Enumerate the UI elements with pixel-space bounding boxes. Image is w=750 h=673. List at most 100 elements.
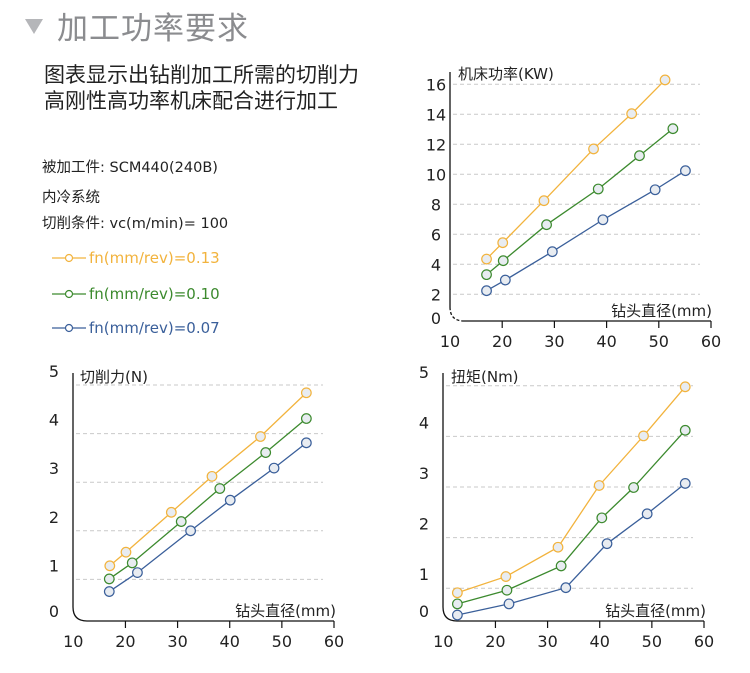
data-point bbox=[300, 437, 312, 449]
x-axis-label: 钻头直径(mm) bbox=[235, 602, 336, 620]
y-tick-label: 2 bbox=[431, 285, 441, 304]
y-tick-label: 10 bbox=[426, 165, 446, 184]
cutting-condition-text: 切削条件: vc(m/min)= 100 bbox=[42, 216, 229, 232]
data-point bbox=[500, 571, 512, 582]
data-point bbox=[103, 573, 115, 585]
data-point bbox=[679, 381, 691, 393]
description-line-2: 高刚性高功率机床配合进行加工 bbox=[44, 89, 338, 113]
x-tick-label: 10 bbox=[433, 632, 453, 651]
series-line bbox=[457, 386, 686, 594]
x-tick-label: 40 bbox=[590, 632, 610, 651]
axis-corner bbox=[442, 606, 458, 622]
axis-corner bbox=[449, 306, 465, 322]
description: 图表显示出钻削加工所需的切削力 高刚性高功率机床配合进行加工 bbox=[44, 62, 359, 114]
data-point bbox=[103, 586, 115, 597]
legend-item-0.10: fn(mm/rev)=0.10 bbox=[52, 285, 220, 303]
y-tick-label: 12 bbox=[426, 135, 446, 154]
data-point bbox=[126, 557, 138, 569]
x-tick-label: 10 bbox=[440, 332, 460, 351]
data-point bbox=[659, 74, 671, 86]
data-point bbox=[592, 183, 604, 195]
triangle-down-icon bbox=[25, 18, 43, 34]
y-tick-label: 1 bbox=[419, 565, 429, 584]
y-tick-label: 4 bbox=[419, 413, 429, 432]
y-tick-label: 5 bbox=[419, 363, 429, 382]
x-tick-label: 40 bbox=[596, 332, 616, 351]
data-point bbox=[638, 430, 649, 442]
series-line bbox=[457, 482, 686, 616]
data-point bbox=[260, 447, 272, 458]
data-point bbox=[175, 516, 187, 527]
data-point bbox=[481, 253, 492, 265]
data-point bbox=[481, 285, 492, 297]
data-point bbox=[593, 480, 605, 491]
data-point bbox=[451, 598, 463, 610]
legend-item-0.13: fn(mm/rev)=0.13 bbox=[52, 249, 220, 267]
data-point bbox=[634, 150, 645, 162]
workpiece-text: 被加工件: SCM440(240B) bbox=[42, 160, 218, 176]
data-point bbox=[300, 387, 312, 399]
data-point bbox=[601, 538, 613, 550]
chart-2: 0 1 2 3 4 5 10 20 30 40 50 60 切削力(N) 钻头直径(mm) bbox=[49, 362, 344, 651]
data-point bbox=[120, 546, 132, 558]
x-tick-label: 60 bbox=[324, 632, 344, 651]
section-header: 加工功率要求 bbox=[25, 2, 249, 48]
legend-marker-icon bbox=[52, 253, 86, 263]
legend-item-0.07: fn(mm/rev)=0.07 bbox=[52, 319, 220, 337]
data-point bbox=[497, 237, 509, 249]
data-point bbox=[649, 184, 661, 196]
y-axis-label: 扭矩(Nm) bbox=[451, 368, 519, 386]
data-point bbox=[300, 413, 312, 424]
legend-label: fn(mm/rev)=0.07 bbox=[89, 319, 220, 337]
y-tick-label: 3 bbox=[49, 459, 59, 478]
data-point bbox=[104, 560, 116, 572]
data-point bbox=[552, 541, 564, 553]
data-point bbox=[481, 269, 492, 281]
x-tick-label: 40 bbox=[220, 632, 240, 651]
x-tick-label: 50 bbox=[649, 332, 669, 351]
y-tick-label: 6 bbox=[431, 225, 441, 244]
x-tick-label: 30 bbox=[167, 632, 187, 651]
y-tick-label: 14 bbox=[426, 105, 446, 124]
y-axis-label: 机床功率(KW) bbox=[458, 65, 554, 83]
data-point bbox=[679, 478, 691, 489]
data-point bbox=[224, 494, 236, 506]
description-line-1: 图表显示出钻削加工所需的切削力 bbox=[44, 63, 359, 87]
data-point bbox=[538, 195, 550, 207]
section-title: 加工功率要求 bbox=[57, 10, 249, 47]
data-point bbox=[641, 508, 653, 520]
data-point bbox=[626, 108, 638, 120]
coolant-text: 内冷系统 bbox=[42, 190, 100, 206]
data-point bbox=[628, 482, 640, 493]
data-point bbox=[596, 512, 608, 524]
data-point bbox=[451, 609, 463, 621]
y-tick-label: 0 bbox=[419, 602, 429, 621]
x-tick-label: 30 bbox=[537, 632, 557, 651]
data-point bbox=[268, 462, 280, 474]
y-tick-label: 2 bbox=[49, 508, 59, 527]
series-line bbox=[486, 128, 674, 276]
data-point bbox=[680, 165, 691, 177]
y-tick-label: 4 bbox=[431, 255, 441, 274]
data-point bbox=[679, 424, 691, 436]
data-point bbox=[541, 219, 552, 231]
x-tick-label: 50 bbox=[272, 632, 292, 651]
y-tick-label: 8 bbox=[431, 195, 441, 214]
legend-label: fn(mm/rev)=0.10 bbox=[89, 285, 220, 303]
x-tick-label: 20 bbox=[492, 332, 512, 351]
data-point bbox=[501, 584, 513, 596]
data-point bbox=[214, 483, 226, 494]
x-tick-label: 20 bbox=[485, 632, 505, 651]
y-tick-label: 4 bbox=[49, 411, 59, 430]
x-tick-label: 60 bbox=[694, 632, 714, 651]
y-axis-label: 切削力(N) bbox=[80, 368, 148, 386]
y-tick-label: 5 bbox=[49, 362, 59, 381]
chart-1: 0 2 4 6 8 10 12 14 16 10 20 30 40 50 60 机床功率(KW) 钻头直径(mm… bbox=[426, 65, 721, 351]
legend-marker-icon bbox=[52, 323, 86, 333]
chart-3: 0 1 2 3 4 5 10 20 30 40 50 60 扭矩(Nm) 钻头直径(mm) bbox=[419, 363, 714, 651]
data-point bbox=[597, 214, 609, 226]
series-line bbox=[486, 79, 666, 260]
y-tick-label: 3 bbox=[419, 464, 429, 483]
x-tick-label: 50 bbox=[642, 632, 662, 651]
